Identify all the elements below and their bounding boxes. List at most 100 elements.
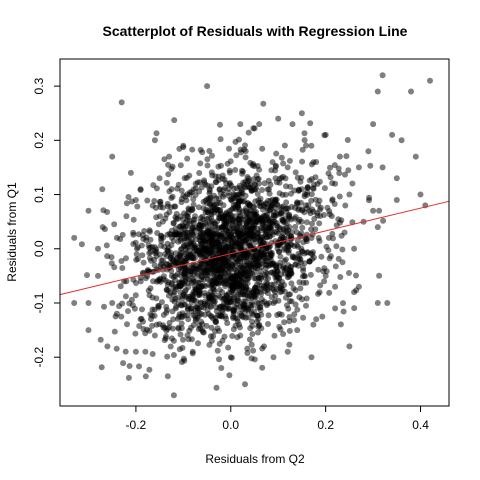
data-point <box>287 183 294 190</box>
data-point <box>226 265 233 272</box>
data-point <box>161 337 168 344</box>
data-point <box>314 181 321 187</box>
data-point <box>185 336 192 343</box>
data-point <box>289 121 296 128</box>
data-point <box>125 374 132 381</box>
data-point <box>272 262 279 269</box>
data-point <box>336 170 343 177</box>
data-point <box>156 175 163 182</box>
data-point <box>259 187 265 193</box>
data-point <box>172 229 179 236</box>
data-point <box>195 340 201 347</box>
data-point <box>157 251 163 258</box>
data-point <box>200 329 206 336</box>
data-point <box>123 213 130 220</box>
data-point <box>313 316 320 323</box>
data-point <box>182 250 188 257</box>
data-point <box>139 306 145 313</box>
data-point <box>315 266 322 273</box>
data-point <box>327 164 333 171</box>
data-point <box>207 249 214 256</box>
data-point <box>244 280 251 287</box>
data-point <box>292 261 299 268</box>
data-point <box>151 137 158 144</box>
data-point <box>225 305 232 312</box>
data-point <box>242 314 249 321</box>
data-point <box>233 234 240 241</box>
data-point <box>123 255 129 262</box>
data-point <box>308 142 315 149</box>
data-point <box>280 226 287 233</box>
data-point <box>216 340 223 347</box>
data-point <box>340 308 347 315</box>
data-point <box>184 155 191 162</box>
data-point <box>193 285 199 292</box>
data-point <box>195 326 202 333</box>
data-point <box>233 185 240 192</box>
data-point <box>118 313 125 320</box>
data-point <box>325 170 332 177</box>
data-point <box>213 179 220 185</box>
data-point <box>138 315 145 322</box>
data-point <box>197 160 204 167</box>
data-point <box>250 347 257 354</box>
data-point <box>288 270 295 277</box>
data-point <box>213 384 220 391</box>
data-point <box>191 216 198 223</box>
data-point <box>180 144 187 151</box>
data-point <box>200 205 207 212</box>
data-point <box>202 181 209 188</box>
data-point <box>280 218 286 225</box>
data-point <box>169 193 176 200</box>
data-point <box>329 180 336 187</box>
data-point <box>116 303 123 310</box>
y-tick-label: -0.1 <box>32 292 46 313</box>
data-point <box>195 305 202 312</box>
data-point <box>146 327 153 334</box>
data-point <box>207 333 214 340</box>
data-point <box>168 335 175 342</box>
data-point <box>158 235 164 242</box>
data-point <box>316 197 323 204</box>
data-point <box>196 221 203 228</box>
data-point <box>142 348 149 355</box>
data-point <box>292 223 299 230</box>
data-point <box>259 345 266 352</box>
data-point <box>259 221 266 228</box>
data-point <box>284 242 291 249</box>
data-point <box>291 317 297 324</box>
data-point <box>204 162 211 169</box>
data-point <box>353 272 359 279</box>
data-point <box>301 137 308 144</box>
data-point <box>340 300 346 307</box>
data-point <box>288 280 295 287</box>
data-point <box>233 152 240 159</box>
data-point <box>303 279 310 286</box>
data-point <box>241 198 248 204</box>
data-point <box>249 318 255 325</box>
data-point <box>170 316 177 323</box>
data-point <box>144 197 151 204</box>
data-point <box>203 322 210 329</box>
data-point <box>298 218 305 225</box>
data-point <box>255 329 261 336</box>
data-point <box>310 249 316 256</box>
data-point <box>224 292 231 299</box>
data-point <box>244 272 251 279</box>
data-point <box>316 238 323 244</box>
data-point <box>280 263 287 270</box>
data-point <box>208 237 215 244</box>
data-point <box>304 185 311 192</box>
data-point <box>230 306 237 313</box>
data-point <box>293 242 300 249</box>
data-point <box>276 248 282 255</box>
data-point <box>217 136 224 143</box>
data-point <box>246 202 253 209</box>
data-point <box>230 274 237 281</box>
data-point <box>204 83 211 90</box>
data-point <box>398 137 405 144</box>
data-point <box>186 218 193 224</box>
data-point <box>265 275 272 282</box>
data-point <box>240 291 247 298</box>
data-point <box>308 197 315 204</box>
